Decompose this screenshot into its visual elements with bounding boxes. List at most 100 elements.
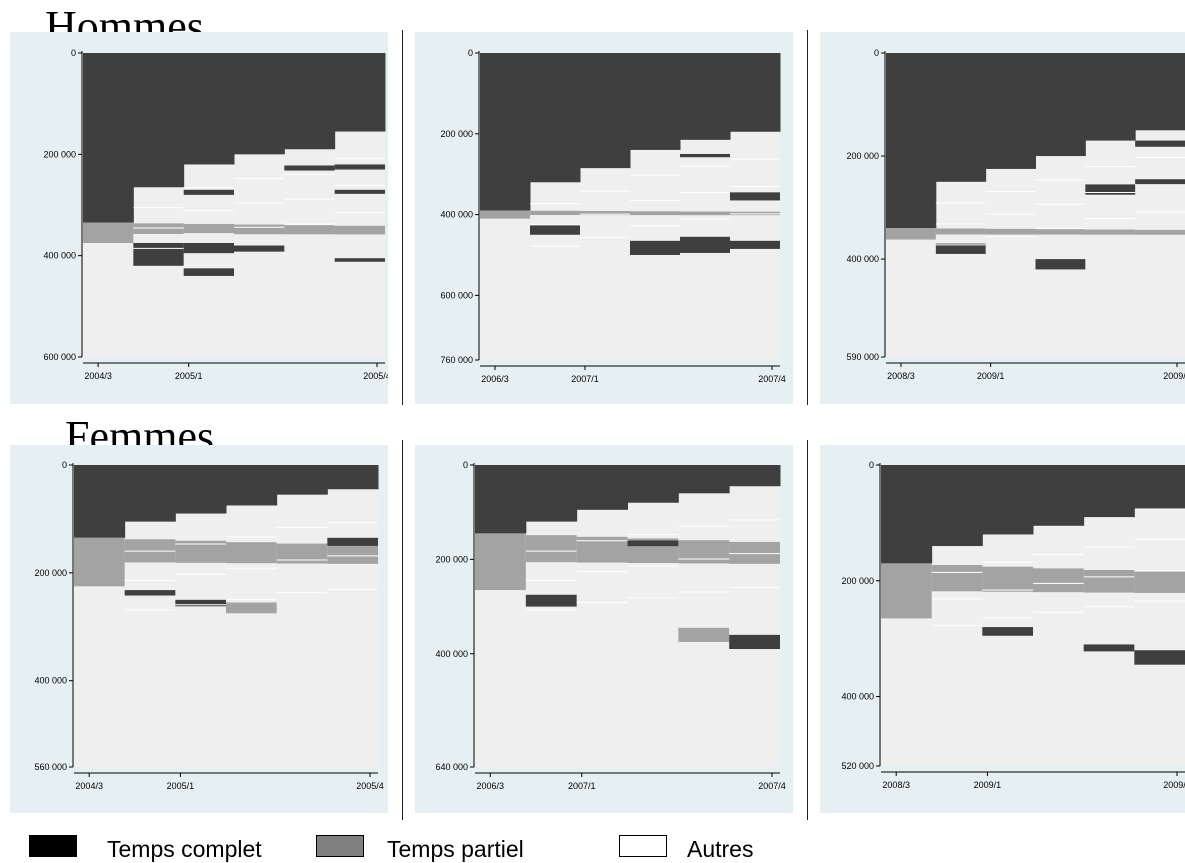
area-full-time-col-2: [183, 53, 235, 165]
band-full_time-0: [530, 224, 580, 235]
area-full-time-col-0: [881, 465, 933, 564]
x-tick-label: 2005/1: [167, 781, 195, 791]
area-full-time-col-2: [175, 465, 227, 514]
separator: [402, 440, 403, 820]
area-full-time-col-5: [327, 465, 379, 490]
area-full-time-col-5: [1135, 53, 1185, 131]
band-full_time-3: [729, 634, 780, 650]
y-tick-label: 400 000: [440, 210, 473, 220]
band-full_time-0: [982, 627, 1033, 636]
area-part-time-col-2: [982, 566, 1033, 592]
y-tick-label: 200 000: [841, 576, 874, 586]
chart-panel-hommes-1: 0 200 000 400 000 600 000 2004/3 2005/1 2005/4: [10, 32, 391, 404]
area-part-time-band: [886, 228, 936, 240]
band-full_time-8: [334, 258, 385, 262]
x-tick-label: 2009/4: [1163, 371, 1185, 381]
band-full_time-2: [1134, 650, 1185, 665]
area-full-time-col-5: [1134, 465, 1185, 509]
area-part-time-col-1: [133, 223, 184, 234]
area-part-time-col-2: [175, 540, 226, 563]
band-full_time-7: [334, 189, 385, 194]
area-full-time-col-5: [729, 465, 781, 487]
area-full-time-col-4: [276, 465, 328, 495]
area-part-time-col-2: [580, 211, 630, 216]
area-part-time-col-4: [680, 211, 730, 216]
x-tick-label: 2007/1: [571, 374, 599, 384]
y-tick-label: 590 000: [846, 352, 879, 362]
y-tick-label: 0: [71, 48, 76, 58]
band-full_time-5: [730, 240, 780, 249]
area-full-time-col-1: [530, 53, 581, 183]
area-part-time-col-4: [276, 543, 328, 564]
band-part_time-2: [226, 602, 277, 614]
area-full-time-col-0: [83, 53, 134, 223]
area-full-time-col-1: [133, 53, 185, 188]
y-tick-label: 0: [869, 460, 874, 470]
area-full-time-col-3: [1035, 53, 1086, 157]
separator: [807, 30, 808, 405]
chart-svg: 0 200 000 400 000 560 000 2004/3 2005/1 2005/4: [10, 445, 388, 813]
legend-label-temps-partiel: Temps partiel: [387, 836, 524, 862]
area-full-time-col-1: [931, 465, 983, 547]
y-tick-label: 400 000: [43, 251, 76, 261]
area-full-time-col-0: [475, 465, 527, 534]
chart-svg: 0 200 000 400 000 640 000 2006/3 2007/1 2007/4: [415, 445, 793, 813]
separator: [402, 30, 403, 405]
area-full-time-col-0: [886, 53, 937, 229]
area-part-time-col-4: [1085, 229, 1136, 235]
area-part-time-col-5: [327, 545, 378, 564]
area-part-time-band: [480, 210, 530, 219]
x-tick-label: 2007/4: [758, 374, 786, 384]
area-full-time-col-2: [580, 53, 631, 169]
chart-panel-hommes-2: 0 200 000 400 000 600 000 760 000 2006/3 2007/…: [415, 32, 793, 404]
band-part_time-2: [678, 627, 730, 642]
area-part-time-col-2: [985, 228, 1036, 235]
chart-svg: 0 200 000 400 000 600 000 760 000 2006/3 2007/…: [415, 32, 793, 404]
area-part-time-col-1: [525, 535, 577, 563]
area-part-time-col-5: [729, 541, 780, 564]
chart-panel-hommes-3: 0 200 000 400 000 590 000 2008/3 2009/1 2009/4: [820, 32, 1185, 404]
area-part-time-col-3: [234, 224, 285, 235]
area-full-time-col-0: [480, 53, 531, 211]
band-full_time-1: [630, 240, 680, 255]
y-tick-label: 760 000: [440, 355, 473, 365]
legend-swatch-autres: [619, 835, 667, 857]
band-full_time-5: [284, 165, 335, 171]
area-part-time-band: [83, 222, 134, 243]
band-full_time-0: [935, 243, 986, 254]
chart-panel-femmes-2: 0 200 000 400 000 640 000 2006/3 2007/1 2007/4: [415, 445, 793, 813]
area-part-time-col-1: [935, 228, 986, 235]
area-full-time-col-4: [1083, 465, 1135, 518]
area-full-time-col-5: [334, 53, 386, 132]
x-tick-label: 2004/3: [84, 371, 112, 381]
area-full-time-col-3: [226, 465, 278, 506]
band-full_time-3: [183, 268, 234, 276]
band-full_time-1: [1035, 259, 1086, 270]
area-full-time-col-5: [730, 53, 781, 132]
area-part-time-col-1: [530, 210, 580, 216]
y-tick-label: 200 000: [435, 554, 468, 564]
y-tick-label: 0: [62, 460, 67, 470]
x-tick-label: 2005/4: [363, 371, 388, 381]
area-full-time-col-1: [525, 465, 578, 522]
x-tick-label: 2005/1: [175, 371, 203, 381]
chart-svg: 0 200 000 400 000 520 000 2008/3 2009/1 2009/4: [820, 445, 1185, 813]
y-tick-label: 520 000: [841, 761, 874, 771]
y-tick-label: 200 000: [440, 129, 473, 139]
legend-swatch-temps-partiel: [316, 835, 364, 857]
area-full-time-col-3: [627, 465, 679, 503]
band-full_time-0: [133, 243, 184, 266]
y-tick-label: 0: [874, 48, 879, 58]
y-tick-label: 400 000: [435, 649, 468, 659]
area-full-time-col-3: [1033, 465, 1085, 526]
area-part-time-col-5: [334, 225, 385, 235]
area-full-time-col-4: [678, 465, 730, 494]
band-full_time-2: [1085, 184, 1136, 195]
legend-label-temps-complet: Temps complet: [107, 836, 262, 862]
band-full_time-4: [1135, 179, 1185, 185]
band-full_time-4: [730, 192, 780, 201]
area-part-time-col-4: [284, 225, 335, 235]
y-tick-label: 560 000: [34, 762, 67, 772]
band-full_time-1: [175, 599, 226, 607]
y-tick-label: 400 000: [34, 676, 67, 686]
